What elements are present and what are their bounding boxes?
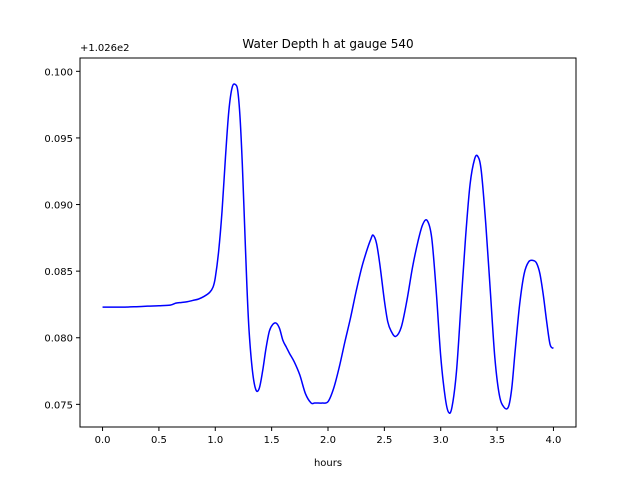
y-tick-label: 0.100	[44, 67, 73, 78]
x-axis-label: hours	[314, 458, 342, 469]
y-offset-label: +1.026e2	[80, 43, 130, 54]
y-tick-label: 0.085	[44, 267, 73, 278]
series-group	[102, 83, 555, 414]
x-axis: 0.0 0.5 1.0 1.5 2.0 2.5 3.0 3.5 4.0	[95, 427, 562, 446]
series-line-water-depth	[102, 83, 555, 414]
y-tick-label: 0.090	[44, 201, 73, 212]
x-tick-label: 3.5	[489, 435, 505, 446]
y-axis: 0.075 0.080 0.085 0.090 0.095 0.100	[44, 67, 80, 411]
x-tick-label: 1.0	[207, 435, 223, 446]
y-tick-label: 0.080	[44, 334, 73, 345]
x-tick-label: 3.0	[433, 435, 449, 446]
y-tick-label: 0.075	[44, 400, 73, 411]
y-tick-label: 0.095	[44, 134, 73, 145]
x-tick-label: 1.5	[264, 435, 280, 446]
chart-title: Water Depth h at gauge 540	[242, 37, 413, 51]
plot-frame	[79, 57, 577, 428]
x-tick-label: 0.5	[151, 435, 167, 446]
x-tick-label: 2.0	[320, 435, 336, 446]
x-tick-label: 4.0	[546, 435, 562, 446]
x-tick-label: 0.0	[95, 435, 111, 446]
x-tick-label: 2.5	[376, 435, 392, 446]
